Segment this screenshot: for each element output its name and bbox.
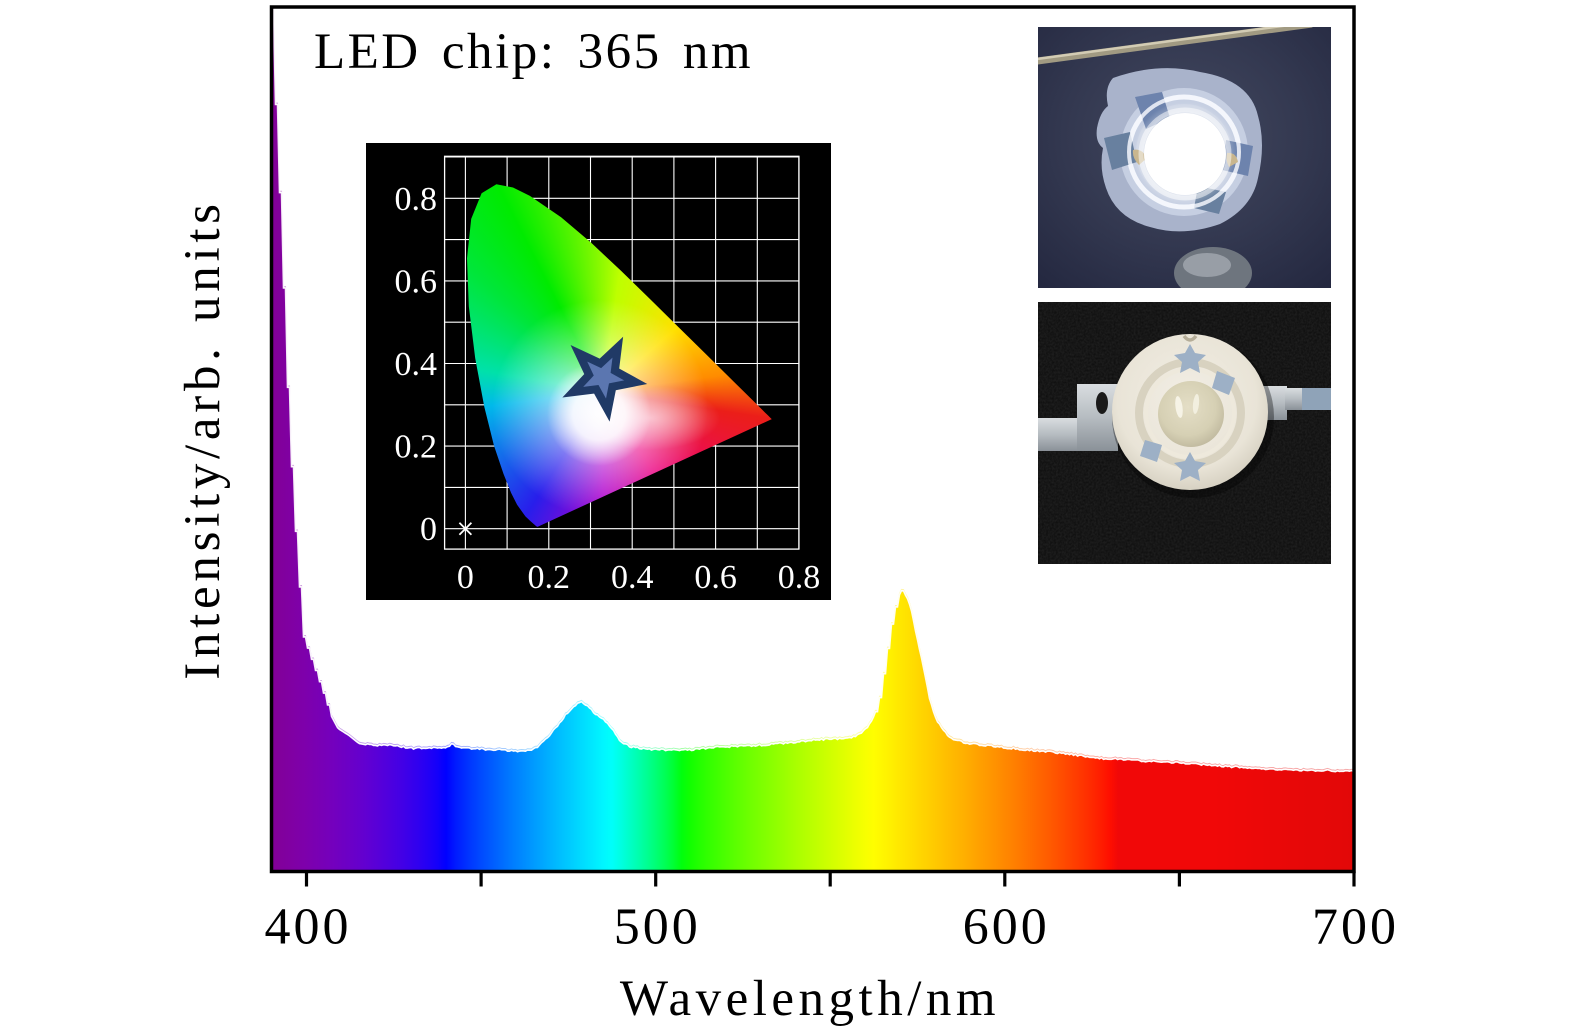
- svg-text:500: 500: [614, 899, 701, 956]
- svg-text:0.6: 0.6: [694, 559, 737, 596]
- svg-text:0.2: 0.2: [528, 559, 571, 596]
- svg-text:0.8: 0.8: [395, 181, 438, 218]
- svg-text:0.8: 0.8: [778, 559, 821, 596]
- svg-text:0.4: 0.4: [611, 559, 654, 596]
- svg-text:600: 600: [963, 899, 1050, 956]
- svg-text:LED chip: 365 nm: LED chip: 365 nm: [314, 24, 753, 80]
- svg-text:700: 700: [1312, 899, 1399, 956]
- svg-text:Wavelength/nm: Wavelength/nm: [620, 971, 1000, 1027]
- svg-text:0.4: 0.4: [395, 346, 438, 383]
- svg-text:0.6: 0.6: [395, 263, 438, 300]
- svg-text:0.2: 0.2: [395, 429, 438, 466]
- svg-text:Intensity/arb. units: Intensity/arb. units: [175, 199, 231, 679]
- svg-text:0: 0: [420, 511, 437, 548]
- svg-text:400: 400: [265, 899, 352, 956]
- svg-text:0: 0: [457, 559, 474, 596]
